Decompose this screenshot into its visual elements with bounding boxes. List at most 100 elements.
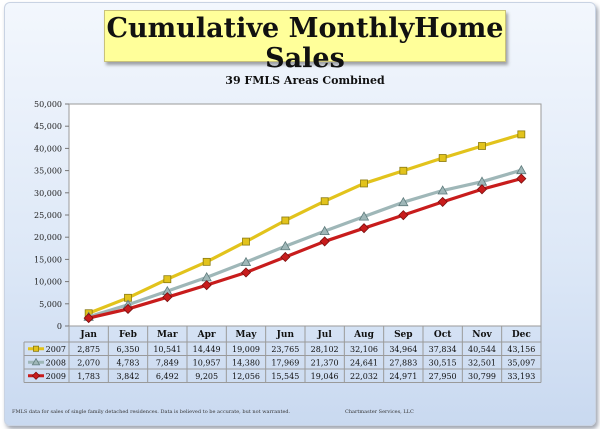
y-tick-label: 50,000 bbox=[34, 100, 62, 109]
table-cell-value: 35,097 bbox=[507, 358, 535, 367]
y-tick-label: 45,000 bbox=[34, 122, 62, 131]
table-cell-value: 37,834 bbox=[429, 345, 457, 354]
x-tick-label: Jul bbox=[317, 330, 333, 340]
table-cell-value: 6,492 bbox=[156, 372, 179, 381]
data-point-2007 bbox=[320, 197, 329, 206]
table-cell-value: 1,783 bbox=[77, 372, 100, 381]
table-cell-value: 9,205 bbox=[195, 372, 218, 381]
table-cell-value: 32,501 bbox=[468, 358, 496, 367]
series-line-2007 bbox=[88, 132, 522, 315]
x-tick-label: Aug bbox=[353, 330, 375, 340]
table-cell-value: 30,515 bbox=[429, 358, 457, 367]
x-tick-label: Nov bbox=[472, 330, 492, 340]
data-point-2007 bbox=[399, 166, 408, 175]
data-point-2009 bbox=[398, 210, 409, 221]
table-cell-value: 27,950 bbox=[429, 372, 457, 381]
table-cell-value: 12,056 bbox=[232, 372, 260, 381]
data-point-2007 bbox=[517, 130, 526, 139]
data-point-2009 bbox=[240, 267, 252, 278]
legend-key-marker-2008 bbox=[31, 357, 41, 366]
data-point-2008 bbox=[437, 185, 448, 195]
x-tick-label: Oct bbox=[434, 330, 452, 340]
table-cell-value: 4,783 bbox=[117, 358, 140, 367]
chart-title: Cumulative MonthlyHome Sales bbox=[106, 13, 504, 74]
y-tick-label: 40,000 bbox=[34, 144, 62, 153]
table-cell-value: 23,765 bbox=[271, 345, 299, 354]
x-tick-label: Sep bbox=[394, 330, 413, 340]
table-cell-value: 15,545 bbox=[271, 372, 299, 381]
y-tick-label: 20,000 bbox=[34, 233, 62, 242]
data-point-2009 bbox=[516, 173, 527, 184]
legend-key-marker-2009 bbox=[31, 371, 41, 380]
table-cell-value: 33,193 bbox=[507, 372, 535, 381]
table-cell-value: 30,799 bbox=[468, 372, 496, 381]
table-cell-value: 43,156 bbox=[507, 345, 535, 354]
data-point-2009 bbox=[437, 196, 448, 207]
footer-note: FMLS data for sales of single family det… bbox=[12, 409, 291, 415]
table-cell-value: 2,070 bbox=[77, 358, 100, 367]
x-tick-label: May bbox=[235, 330, 257, 340]
data-point-2008 bbox=[358, 211, 370, 221]
title-box: Cumulative MonthlyHome Sales 39 FMLS Are… bbox=[104, 10, 506, 87]
table-cell-value: 19,009 bbox=[232, 345, 260, 354]
table-cell-value: 34,964 bbox=[389, 345, 417, 354]
table-cell-value: 17,969 bbox=[271, 358, 299, 367]
x-tick-label: Apr bbox=[197, 330, 216, 340]
table-cell-value: 10,957 bbox=[193, 358, 221, 367]
chart-subtitle: 39 FMLS Areas Combined bbox=[225, 74, 385, 87]
table-cell-value: 2,875 bbox=[77, 345, 100, 354]
data-point-2008 bbox=[240, 256, 252, 267]
y-tick-label: 5,000 bbox=[39, 300, 62, 309]
y-tick-label: 35,000 bbox=[34, 167, 62, 176]
table-cell-value: 24,971 bbox=[389, 372, 417, 381]
data-point-2008 bbox=[319, 225, 330, 236]
legend-label-2009: 2009 bbox=[46, 372, 66, 381]
table-cell-value: 10,541 bbox=[153, 345, 181, 354]
data-point-2009 bbox=[162, 292, 173, 303]
data-point-2009 bbox=[319, 236, 330, 247]
legend-key-marker-2007 bbox=[33, 345, 40, 352]
table-cell-value: 40,544 bbox=[468, 345, 496, 354]
table-cell-value: 32,106 bbox=[350, 345, 378, 354]
y-tick-label: 15,000 bbox=[34, 255, 62, 264]
table-cell-value: 3,842 bbox=[117, 372, 140, 381]
data-point-2007 bbox=[360, 179, 368, 188]
data-point-2009 bbox=[122, 303, 134, 315]
data-point-2008 bbox=[398, 196, 409, 207]
data-point-2007 bbox=[438, 154, 447, 162]
table-cell-value: 22,032 bbox=[350, 372, 378, 381]
table-cell-value: 28,102 bbox=[311, 345, 339, 354]
data-point-2009 bbox=[358, 223, 370, 234]
table-cell-value: 6,350 bbox=[117, 345, 140, 354]
table-cell-value: 24,641 bbox=[350, 358, 378, 367]
table-cell-value: 7,849 bbox=[156, 358, 179, 367]
data-point-2007 bbox=[163, 275, 172, 284]
series-line-2008 bbox=[88, 168, 522, 319]
x-tick-label: Dec bbox=[512, 330, 532, 340]
table-cell-value: 14,380 bbox=[232, 358, 260, 367]
data-point-2009 bbox=[280, 251, 291, 263]
table-cell-value: 21,370 bbox=[311, 358, 339, 367]
y-tick-label: 10,000 bbox=[34, 278, 62, 287]
x-tick-label: Mar bbox=[157, 330, 178, 340]
legend-label-2007: 2007 bbox=[46, 345, 66, 354]
legend-label-2008: 2008 bbox=[46, 358, 66, 367]
y-tick-label: 30,000 bbox=[34, 189, 62, 198]
data-point-2007 bbox=[242, 237, 250, 246]
data-point-2007 bbox=[202, 257, 211, 266]
x-tick-label: Jan bbox=[79, 330, 97, 340]
y-tick-label: 25,000 bbox=[34, 211, 62, 220]
data-point-2009 bbox=[201, 280, 212, 291]
x-tick-label: Jun bbox=[276, 330, 295, 340]
x-tick-label: Feb bbox=[119, 330, 137, 340]
y-tick-label: 0 bbox=[57, 322, 62, 331]
data-point-2009 bbox=[83, 313, 94, 324]
table-cell-value: 14,449 bbox=[193, 345, 221, 354]
data-point-2007 bbox=[478, 142, 486, 150]
table-cell-value: 27,883 bbox=[389, 358, 417, 367]
table-cell-value: 19,046 bbox=[311, 372, 339, 381]
footer-credit: Chartmaster Services, LLC bbox=[345, 409, 414, 415]
data-point-2007 bbox=[281, 216, 290, 225]
data-point-2008 bbox=[280, 240, 291, 251]
